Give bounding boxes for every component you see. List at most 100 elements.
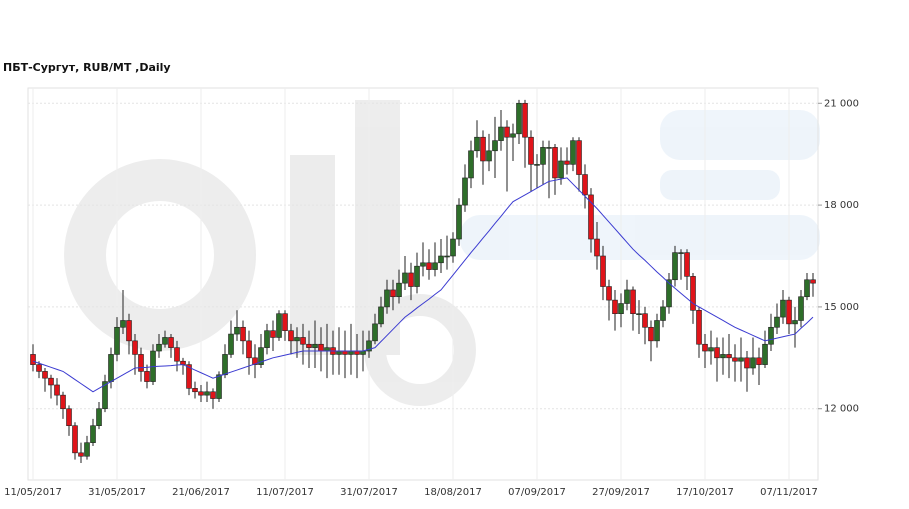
x-tick-label: 07/11/2017 xyxy=(760,487,818,498)
candle-body xyxy=(138,354,144,372)
y-tick-label: 21 000 xyxy=(824,98,859,109)
candle-body xyxy=(210,391,216,399)
candle-body xyxy=(618,303,624,314)
candle-body xyxy=(684,252,690,277)
candle-body xyxy=(456,204,462,240)
candle-body xyxy=(474,136,480,152)
candle-body xyxy=(738,357,744,362)
candle-body xyxy=(774,316,780,328)
candle-body xyxy=(636,313,642,315)
candle-body xyxy=(360,350,366,355)
candle-body xyxy=(714,347,720,359)
candle-body xyxy=(234,326,240,335)
candle-body xyxy=(600,255,606,287)
moving-average-line xyxy=(32,177,814,393)
candle-body xyxy=(696,310,702,345)
candle-body xyxy=(660,306,666,321)
candle-body xyxy=(78,452,84,457)
candle-body xyxy=(486,150,492,162)
candle-body xyxy=(750,357,756,369)
candle-body xyxy=(444,255,450,258)
candle-body xyxy=(216,374,222,399)
candle-body xyxy=(690,276,696,311)
candle-body xyxy=(270,330,276,338)
candle-body xyxy=(708,347,714,352)
candle-body xyxy=(666,279,672,308)
candle-body xyxy=(48,377,54,386)
candle-body xyxy=(294,337,300,342)
candle-body xyxy=(72,425,78,454)
candle-body xyxy=(462,177,468,206)
candle-body xyxy=(324,347,330,352)
candle-body xyxy=(252,357,258,365)
watermark xyxy=(64,100,820,406)
chart-title: ПБТ-Сургут, RUB/MT ,Daily xyxy=(3,61,171,74)
candle-body xyxy=(570,140,576,165)
candle-body xyxy=(90,425,96,443)
candle-body xyxy=(762,343,768,365)
candle-body xyxy=(546,147,552,149)
candle-body xyxy=(198,391,204,396)
candle-body xyxy=(624,289,630,304)
candle-body xyxy=(528,136,534,165)
candle-body xyxy=(726,354,732,359)
candle-body xyxy=(246,340,252,359)
candle-body xyxy=(288,330,294,342)
candle-body xyxy=(540,147,546,165)
y-tick-label: 15 000 xyxy=(824,302,859,313)
candle-body xyxy=(648,326,654,342)
candle-body xyxy=(810,279,816,284)
candle-body xyxy=(372,323,378,342)
candle-body xyxy=(594,238,600,257)
candle-body xyxy=(54,384,60,396)
candle-body xyxy=(132,340,138,355)
candle-body xyxy=(366,340,372,352)
candle-body xyxy=(792,320,798,325)
candle-body xyxy=(492,140,498,152)
candle-body xyxy=(420,262,426,267)
candle-body xyxy=(504,126,510,138)
plot-frame xyxy=(27,87,819,481)
candle-body xyxy=(180,360,186,365)
candle-body xyxy=(732,357,738,362)
x-tick-label: 07/09/2017 xyxy=(508,487,566,498)
candle-body xyxy=(318,343,324,352)
candle-body xyxy=(42,371,48,379)
candle-body xyxy=(480,136,486,162)
candle-body xyxy=(348,350,354,355)
candle-body xyxy=(276,313,282,338)
candle-body xyxy=(282,313,288,331)
candle-body xyxy=(168,337,174,348)
candle-body xyxy=(66,408,72,426)
candle-body xyxy=(108,354,114,382)
x-tick-label: 27/09/2017 xyxy=(592,487,650,498)
candle-body xyxy=(258,347,264,365)
candle-body xyxy=(438,255,444,264)
x-tick-label: 17/10/2017 xyxy=(676,487,734,498)
x-tick-label: 11/05/2017 xyxy=(4,487,62,498)
candle-body xyxy=(186,364,192,389)
candle-body xyxy=(576,140,582,175)
candle-body xyxy=(654,320,660,342)
candle-body xyxy=(678,252,684,254)
candle-body xyxy=(36,364,42,372)
candle-body xyxy=(312,343,318,348)
candle-body xyxy=(468,150,474,179)
candle-body xyxy=(642,313,648,328)
candle-body xyxy=(120,320,126,328)
candle-body xyxy=(84,442,90,457)
x-tick-label: 11/07/2017 xyxy=(256,487,314,498)
candle-body xyxy=(192,388,198,393)
candle-body xyxy=(630,289,636,314)
x-tick-label: 31/05/2017 xyxy=(88,487,146,498)
x-tick-label: 18/08/2017 xyxy=(424,487,482,498)
candle-body xyxy=(228,333,234,355)
candle-body xyxy=(336,350,342,355)
candle-body xyxy=(672,252,678,281)
candle-body xyxy=(498,126,504,141)
candle-body xyxy=(510,133,516,138)
candle-body xyxy=(162,337,168,345)
candle-body xyxy=(564,160,570,165)
candle-body xyxy=(534,164,540,166)
candle-body xyxy=(264,330,270,348)
